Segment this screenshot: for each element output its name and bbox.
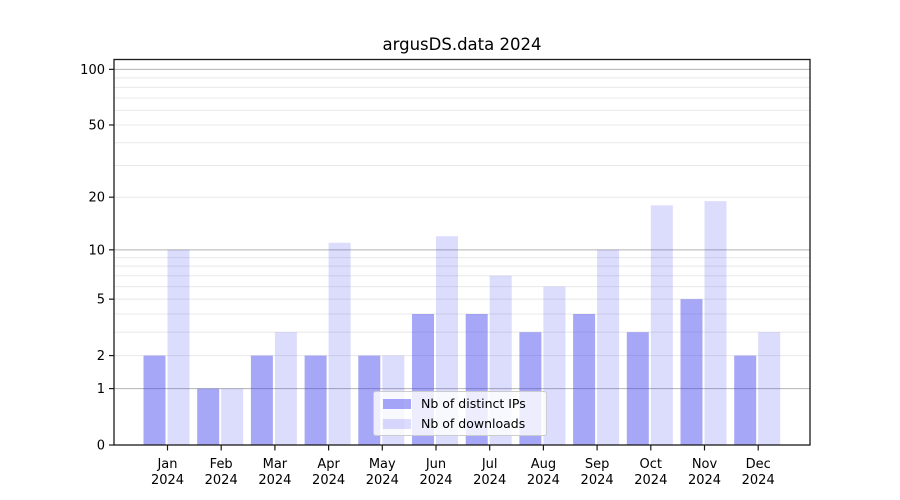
bar-downloads-mar	[274, 332, 297, 445]
x-tick-label-month: Jun	[425, 457, 446, 472]
legend-label-downloads: Nb of downloads	[421, 416, 526, 431]
x-tick-label-month: Mar	[263, 457, 288, 472]
bar-ips-nov	[680, 299, 703, 445]
x-tick-label-year: 2024	[473, 473, 506, 488]
bar-ips-jan	[143, 355, 166, 445]
x-tick-label-year: 2024	[419, 473, 452, 488]
x-tick-label-year: 2024	[688, 473, 721, 488]
x-tick-label-month: Feb	[210, 457, 233, 472]
chart-title: argusDS.data 2024	[382, 35, 542, 54]
bar-downloads-sep	[597, 249, 620, 445]
bar-downloads-oct	[650, 205, 673, 445]
x-tick-label-year: 2024	[742, 473, 775, 488]
bar-ips-mar	[250, 355, 273, 445]
bar-downloads-dec	[758, 332, 781, 445]
y-tick-label: 1	[97, 382, 105, 397]
x-tick-label-year: 2024	[312, 473, 345, 488]
x-tick-label-month: May	[369, 457, 396, 472]
bar-downloads-jan	[167, 249, 190, 445]
x-tick-label-month: Apr	[317, 457, 340, 472]
legend-item-downloads: Nb of downloads	[383, 416, 537, 431]
bar-ips-sep	[573, 314, 596, 445]
bar-ips-feb	[197, 388, 220, 445]
bar-downloads-feb	[221, 388, 244, 445]
bar-downloads-nov	[704, 201, 727, 445]
plot-frame	[113, 58, 811, 446]
bar-downloads-apr	[328, 242, 351, 445]
y-tick-label: 10	[88, 243, 105, 258]
x-tick-label-month: Jan	[156, 457, 177, 472]
bar-ips-oct	[626, 332, 649, 445]
legend: Nb of distinct IPs Nb of downloads	[373, 391, 547, 436]
x-tick-label-year: 2024	[366, 473, 399, 488]
y-tick-label: 100	[80, 63, 105, 78]
bar-downloads-aug	[543, 286, 566, 445]
x-tick-label-month: Dec	[746, 457, 771, 472]
bar-ips-apr	[304, 355, 327, 445]
y-tick-label: 5	[97, 293, 105, 308]
x-tick-label-month: Jul	[481, 457, 498, 472]
x-tick-label-year: 2024	[527, 473, 560, 488]
x-tick-label-month: Nov	[692, 457, 718, 472]
x-tick-label-year: 2024	[151, 473, 184, 488]
x-tick-label-month: Oct	[640, 457, 662, 472]
bar-ips-dec	[734, 355, 757, 445]
x-tick-label-year: 2024	[258, 473, 291, 488]
legend-item-distinct-ips: Nb of distinct IPs	[383, 396, 537, 411]
legend-swatch-distinct-ips	[383, 398, 411, 409]
legend-label-distinct-ips: Nb of distinct IPs	[421, 396, 526, 411]
y-tick-label: 0	[97, 439, 105, 454]
legend-swatch-downloads	[383, 418, 411, 429]
x-tick-label-month: Aug	[531, 457, 556, 472]
x-tick-label-year: 2024	[205, 473, 238, 488]
y-tick-label: 50	[88, 118, 105, 133]
x-tick-label-month: Sep	[585, 457, 610, 472]
y-tick-label: 2	[97, 349, 105, 364]
x-tick-label-year: 2024	[581, 473, 614, 488]
y-tick-label: 20	[88, 191, 105, 206]
x-tick-label-year: 2024	[634, 473, 667, 488]
